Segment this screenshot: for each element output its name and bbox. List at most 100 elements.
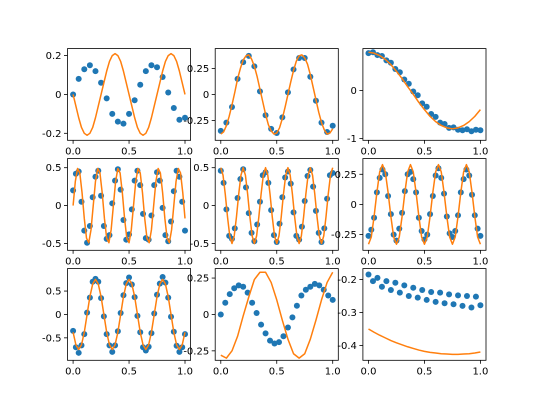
data-point [293,302,300,309]
x-tick-label: 0.0 [361,146,377,157]
x-tick-label: 0.5 [416,366,432,377]
data-point [432,113,439,120]
data-point [325,292,332,299]
y-tick-label: -0.2 [42,129,62,140]
x-tick-label: 0.0 [65,366,81,377]
fit-line [220,54,334,135]
data-point [240,283,247,290]
data-point [432,298,439,305]
data-point [463,126,470,133]
data-point [137,81,144,88]
data-point [423,296,430,303]
data-point [98,79,105,86]
y-tick-label: -0.5 [42,333,62,344]
fit-line [368,328,481,356]
data-point [428,289,435,296]
subplot: 0.0 0.5 1.0 -0.25 0 0.25 [331,158,488,267]
subplot: 0.0 0.5 1.0 -0.5 0 0.5 [42,158,193,267]
data-layer [365,163,484,246]
data-point [81,66,88,73]
data-layer [365,49,484,135]
y-tick-label: 0.25 [335,170,357,181]
data-point [401,282,408,289]
x-tick-label: 0.0 [213,146,229,157]
data-point [262,330,269,337]
x-tick-label: 1.0 [472,366,488,377]
x-tick-label: 1.0 [472,146,488,157]
plot-area [362,268,486,361]
data-point [126,110,133,117]
data-point [472,293,479,300]
data-point [222,299,229,306]
data-point [450,301,457,308]
y-tick-label: -0.4 [337,341,357,352]
y-tick-label: 0 [55,201,61,212]
y-tick-label: -0.2 [337,275,357,286]
subplot: 0.0 0.5 1.0 -0.25 0 0.25 [183,268,341,377]
x-tick-label: 0.0 [65,146,81,157]
data-point [455,292,462,299]
data-point [437,289,444,296]
x-tick-label: 0.5 [269,256,285,267]
x-tick-label: 1.0 [177,146,193,157]
y-tick-label: 0 [55,310,61,321]
data-point [148,62,155,69]
x-tick-label: 1.0 [325,366,341,377]
data-point [70,327,77,334]
fit-line [72,278,186,351]
y-tick-label: -0.25 [183,346,209,357]
data-point [170,105,177,112]
fit-line [220,271,334,359]
data-point [387,287,394,294]
data-point [477,127,484,134]
y-tick-label: -0.3 [337,308,357,319]
data-point [392,279,399,286]
x-tick-label: 1.0 [177,366,193,377]
subplot: 0.0 0.5 1.0 -0.5 0 0.5 [42,268,193,377]
data-point [103,95,110,102]
data-point [446,291,453,298]
data-point [86,62,93,69]
plot-area [215,48,339,141]
y-tick-label: 0.5 [193,163,209,174]
subplot: 0.0 0.5 1.0 -0.4 -0.3 -0.2 [337,268,488,377]
data-point [120,120,127,127]
data-point [275,339,282,346]
y-tick-label: 0.5 [46,163,62,174]
data-point [401,76,408,83]
data-point [463,292,470,299]
data-point [396,289,403,296]
data-point [154,64,161,71]
data-point [70,91,77,98]
data-point [472,126,479,133]
data-point [298,292,305,299]
x-tick-label: 0.5 [121,366,137,377]
x-tick-label: 0.0 [213,256,229,267]
x-tick-label: 0.5 [121,256,137,267]
y-tick-label: -1 [347,134,357,145]
y-tick-label: 0 [203,310,209,321]
fit-line [72,52,186,136]
data-point [405,292,412,299]
y-tick-label: -0.5 [42,239,62,250]
subplot: 0.0 0.5 1.0 -1 0 [347,48,488,157]
y-tick-label: 0 [203,90,209,101]
x-tick-label: 1.0 [177,256,193,267]
data-point [165,89,172,96]
data-point [423,103,430,110]
data-point [182,227,189,234]
x-tick-label: 0.0 [65,256,81,267]
data-point [316,282,323,289]
data-point [365,232,372,239]
fit-line [220,166,334,245]
x-tick-label: 0.5 [121,146,137,157]
data-point [284,324,291,331]
data-point [414,92,421,99]
data-point [249,299,256,306]
data-point [378,283,385,290]
data-layer [365,271,484,356]
data-point [280,333,287,340]
data-point [114,118,121,125]
data-point [182,114,189,121]
data-point [468,304,475,311]
